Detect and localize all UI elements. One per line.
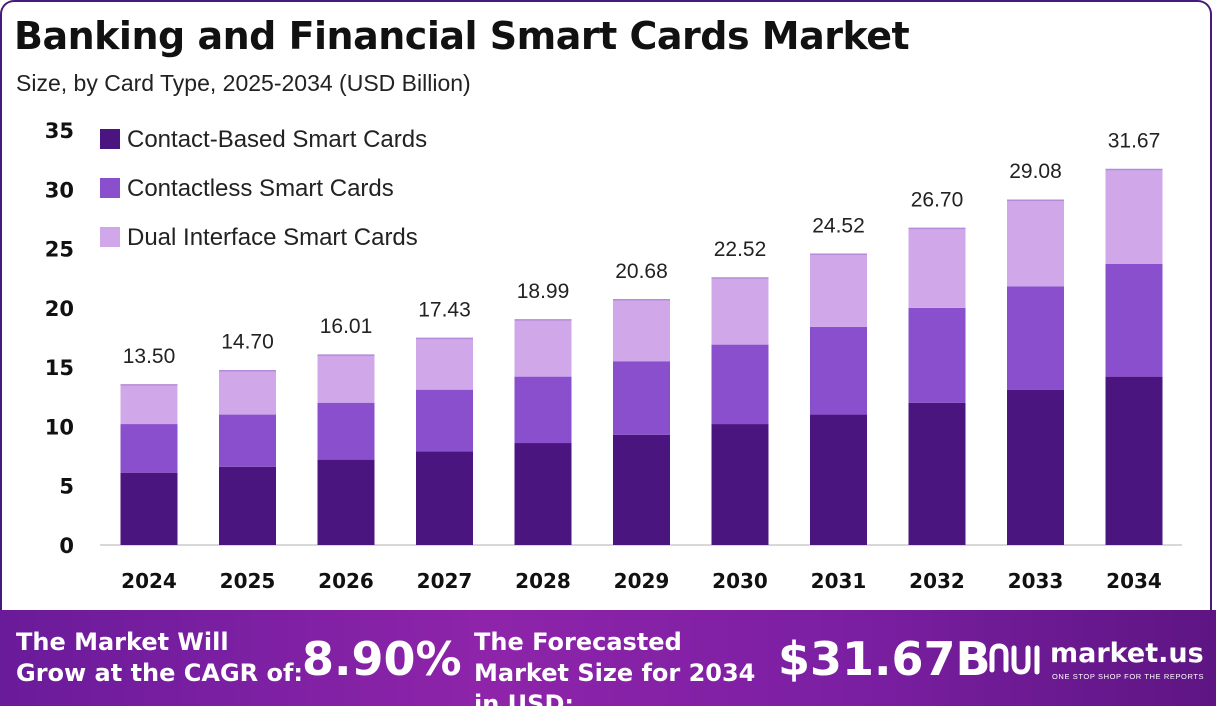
footer-banner: The Market Will Grow at the CAGR of: 8.9…: [0, 610, 1216, 718]
bar-segment: [317, 459, 375, 545]
x-tick-label: 2033: [1008, 569, 1064, 593]
brand-name: market.us: [1050, 638, 1204, 669]
bar-total-label: 31.67: [1108, 129, 1161, 152]
y-tick-label: 5: [59, 475, 74, 499]
bar-segment: [1007, 200, 1064, 287]
bar-segment: [1105, 263, 1163, 377]
forecast-value: $31.67B: [778, 632, 991, 686]
x-tick-label: 2030: [712, 569, 768, 593]
chart-subtitle: Size, by Card Type, 2025-2034 (USD Billi…: [16, 70, 471, 96]
x-tick-label: 2031: [811, 569, 867, 593]
x-tick-label: 2027: [417, 569, 473, 593]
y-tick-label: 25: [45, 238, 74, 262]
bar-total-label: 14.70: [221, 331, 274, 354]
legend-label: Contactless Smart Cards: [127, 175, 394, 202]
x-tick-label: 2032: [909, 569, 965, 593]
bar-segment: [810, 254, 867, 327]
bar-segment: [120, 472, 178, 545]
legend-label: Contact-Based Smart Cards: [127, 126, 427, 153]
bar-total-label: 13.50: [123, 345, 176, 368]
bar-segment: [219, 414, 276, 467]
bar-segment: [711, 344, 769, 425]
y-tick-label: 20: [45, 297, 74, 321]
bar-segment: [416, 389, 473, 452]
bar-segment: [1105, 376, 1163, 545]
bar-total-label: 18.99: [517, 280, 570, 303]
market-us-logo-icon: [989, 643, 1040, 675]
bar-segment: [120, 424, 178, 473]
bar-segment: [711, 277, 769, 345]
legend-swatch: [100, 129, 120, 149]
bar-total-label: 26.70: [911, 188, 964, 211]
bar-segment: [219, 370, 276, 415]
y-tick-label: 35: [45, 119, 74, 143]
cagr-value: 8.90%: [302, 632, 462, 686]
bar-segment: [317, 402, 375, 460]
y-tick-label: 15: [45, 356, 74, 380]
bar-segment: [514, 376, 572, 444]
legend-label: Dual Interface Smart Cards: [127, 224, 418, 251]
bar-segment: [416, 338, 473, 390]
x-tick-label: 2024: [121, 569, 177, 593]
y-tick-label: 30: [45, 178, 74, 202]
bar-segment: [613, 299, 670, 362]
stacked-bar-chart: 0510152025303513.50202414.70202516.01202…: [45, 119, 1182, 593]
bar-total-label: 16.01: [320, 315, 373, 338]
bar-segment: [908, 307, 966, 403]
bar-segment: [810, 414, 867, 545]
x-tick-label: 2029: [614, 569, 670, 593]
bar-segment: [514, 443, 572, 545]
bar-segment: [613, 434, 670, 545]
bar-total-label: 20.68: [615, 260, 668, 283]
bar-segment: [908, 228, 966, 308]
bar-segment: [613, 361, 670, 435]
bar-total-label: 24.52: [812, 214, 865, 237]
bar-segment: [1007, 389, 1064, 545]
x-tick-label: 2028: [515, 569, 571, 593]
bar-segment: [219, 466, 276, 545]
bar-segment: [120, 384, 178, 425]
chart-frame: [0, 0, 1212, 610]
bar-segment: [908, 402, 966, 545]
y-tick-label: 10: [45, 415, 74, 439]
brand-tagline: ONE STOP SHOP FOR THE REPORTS: [1052, 672, 1205, 681]
y-tick-label: 0: [59, 534, 74, 558]
chart-title: Banking and Financial Smart Cards Market: [14, 14, 910, 58]
legend-swatch: [100, 227, 120, 247]
bar-segment: [416, 451, 473, 545]
bar-total-label: 22.52: [714, 238, 767, 261]
bar-total-label: 29.08: [1009, 160, 1062, 183]
x-tick-label: 2025: [220, 569, 276, 593]
forecast-label: The Forecasted Market Size for 2034 in U…: [474, 628, 756, 718]
legend-swatch: [100, 178, 120, 198]
bar-segment: [1007, 286, 1064, 390]
x-tick-label: 2026: [318, 569, 374, 593]
bar-segment: [317, 355, 375, 403]
cagr-label: The Market Will Grow at the CAGR of:: [16, 628, 304, 687]
bar-segment: [711, 424, 769, 545]
x-tick-label: 2034: [1106, 569, 1162, 593]
bar-segment: [514, 319, 572, 377]
bar-segment: [1105, 169, 1163, 264]
bar-segment: [810, 326, 867, 415]
bar-total-label: 17.43: [418, 298, 471, 321]
